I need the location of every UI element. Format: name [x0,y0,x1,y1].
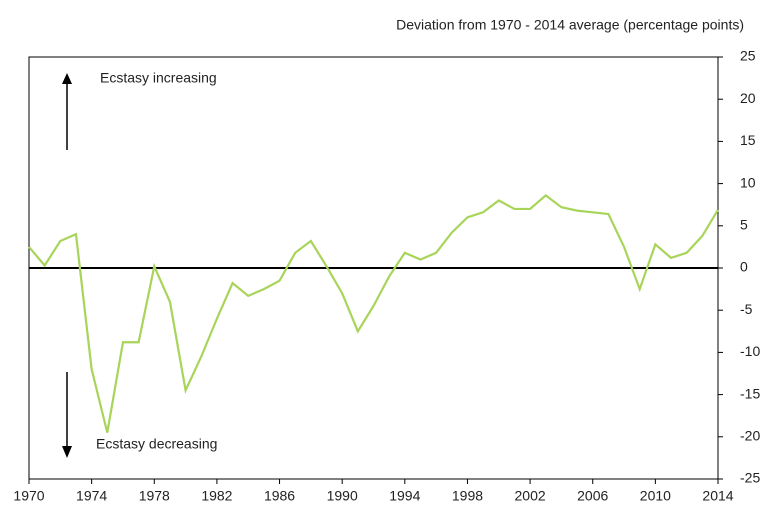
arrow-down-head [62,446,72,458]
y-tick-label: 10 [740,174,756,190]
y-tick-label: -10 [740,343,760,359]
y-tick-label: -20 [740,428,760,444]
y-tick-label: -5 [740,301,753,317]
y-tick-label: -15 [740,385,760,401]
x-tick-label: 1970 [13,488,44,504]
x-tick-label: 2006 [577,488,608,504]
y-tick-label: 15 [740,132,756,148]
x-tick-label: 1998 [452,488,483,504]
x-tick-label: 2002 [515,488,546,504]
x-tick-label: 1982 [201,488,232,504]
chart-title: Deviation from 1970 - 2014 average (perc… [396,17,744,33]
y-tick-label: 0 [740,259,748,275]
x-tick-label: 1986 [264,488,295,504]
x-tick-label: 1990 [327,488,358,504]
x-tick-label: 2014 [702,488,733,504]
x-tick-label: 2010 [640,488,671,504]
x-tick-label: 1978 [139,488,170,504]
y-tick-label: 5 [740,217,748,233]
annotation: Ecstasy decreasing [96,436,217,452]
y-tick-label: 25 [740,48,756,64]
arrow-up-head [62,73,72,84]
series-line [28,194,719,433]
x-tick-label: 1994 [389,488,420,504]
annotation: Ecstasy increasing [100,70,217,86]
y-tick-label: 20 [740,90,756,106]
y-tick-label: -25 [740,470,760,486]
x-tick-label: 1974 [76,488,107,504]
